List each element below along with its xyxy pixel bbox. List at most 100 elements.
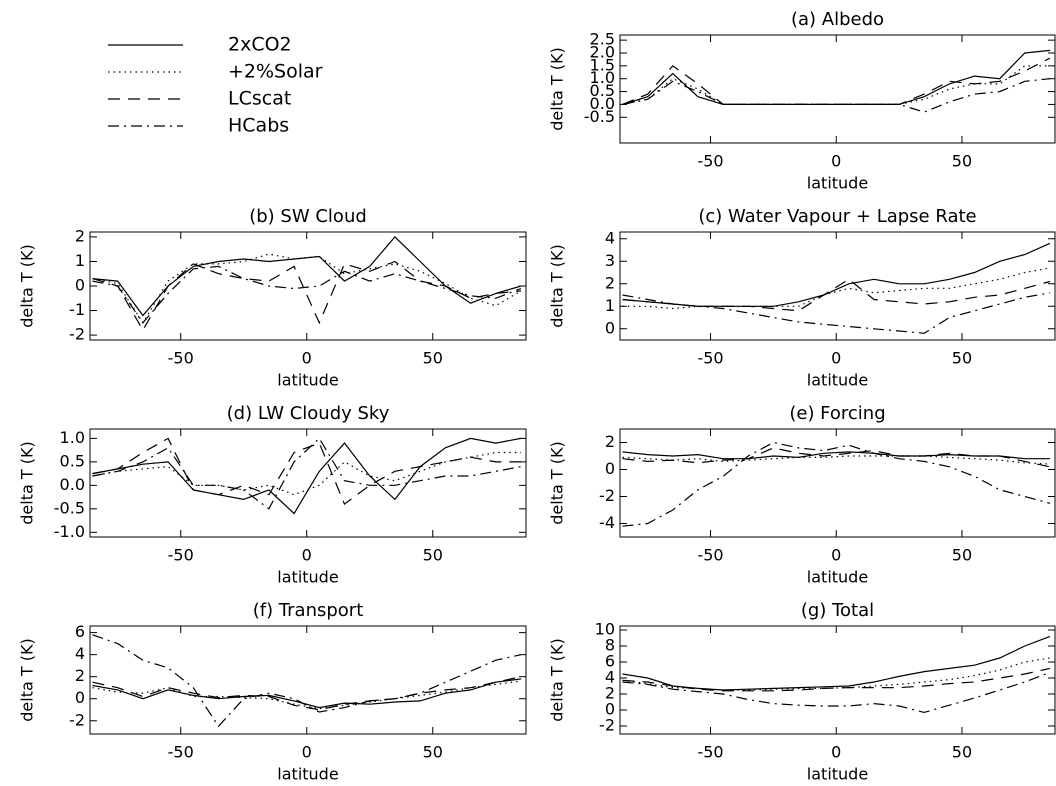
x-axis-label: latitude (277, 765, 338, 784)
data-line (92, 437, 522, 510)
x-tick-label: 0 (302, 743, 312, 762)
x-tick-label: 50 (423, 546, 443, 565)
panel: (f) Transport latitude delta T (K) -50 0 50 -2… (18, 600, 527, 784)
y-tick-label: 6 (75, 622, 85, 641)
y-tick-label: 1.5 (590, 55, 615, 74)
x-tick-label: -50 (697, 152, 723, 171)
y-tick-label: -2 (599, 486, 615, 505)
data-line (622, 447, 1051, 468)
data-line (92, 680, 522, 710)
y-tick-label: 3 (605, 251, 615, 270)
y-tick-label: 2 (605, 432, 615, 451)
data-line (622, 657, 1051, 691)
y-tick-label: 2.0 (590, 43, 615, 62)
x-axis-label: latitude (807, 371, 868, 390)
x-tick-label: 0 (831, 152, 841, 171)
plot-frame (619, 34, 1056, 144)
x-tick-label: -50 (168, 546, 194, 565)
plot-frame (619, 231, 1056, 341)
data-line (92, 437, 521, 506)
y-tick-label: -2 (69, 710, 85, 729)
y-axis-label: delta T (K) (18, 638, 37, 721)
x-axis-label: latitude (277, 371, 338, 390)
data-line (622, 57, 1051, 105)
y-tick-label: 0 (605, 459, 615, 478)
y-tick-label: 1 (75, 251, 85, 270)
y-tick-label: -2 (599, 716, 615, 735)
y-tick-label: 0 (75, 688, 85, 707)
y-tick-label: 0 (605, 318, 615, 337)
y-tick-label: 0.5 (590, 81, 615, 100)
data-line (92, 253, 522, 324)
y-tick-label: -0.5 (54, 498, 85, 517)
y-tick-label: 0.5 (60, 451, 85, 470)
data-line (92, 678, 522, 709)
data-line (622, 667, 1051, 692)
y-tick-label: 0.0 (60, 475, 85, 494)
plot-frame (89, 625, 527, 735)
panel-title: (e) Forcing (789, 403, 885, 424)
y-tick-label: -0.5 (584, 107, 615, 126)
data-line (92, 451, 521, 496)
y-tick-label: 2 (75, 666, 85, 685)
plot-frame (89, 428, 527, 538)
data-line (622, 278, 1051, 312)
panel: (e) Forcing latitude delta T (K) -50 0 50 -4 -2… (548, 403, 1056, 587)
legend-label: HCabs (228, 115, 289, 137)
y-tick-label: 8 (605, 636, 615, 655)
y-axis-label: delta T (K) (548, 441, 567, 524)
x-tick-label: 0 (831, 349, 841, 368)
y-tick-label: 2 (605, 684, 615, 703)
panel-title: (f) Transport (253, 600, 364, 621)
x-tick-label: 0 (302, 349, 312, 368)
panel: (d) LW Cloudy Sky latitude delta T (K) -50 0… (18, 403, 527, 587)
data-line (92, 437, 522, 515)
data-line (622, 451, 1050, 460)
data-line (92, 236, 522, 317)
y-tick-label: 4 (75, 644, 85, 663)
legend-label: LCscat (228, 88, 291, 110)
x-tick-label: -50 (697, 546, 723, 565)
data-line (622, 267, 1051, 310)
panel: (b) SW Cloud latitude delta T (K) -50 0 50 -2 -… (18, 206, 527, 390)
data-line (622, 78, 1051, 113)
y-tick-label: 1.0 (590, 68, 615, 87)
data-line (622, 441, 1051, 527)
y-tick-label: -1 (69, 300, 85, 319)
data-line (622, 635, 1051, 691)
x-tick-label: 0 (831, 743, 841, 762)
y-tick-label: 4 (605, 668, 615, 687)
x-tick-label: 50 (952, 743, 972, 762)
y-tick-label: 2.5 (590, 30, 615, 49)
y-tick-label: 0 (605, 700, 615, 719)
y-axis-label: delta T (K) (18, 244, 37, 327)
x-tick-label: 0 (831, 546, 841, 565)
x-axis-label: latitude (807, 174, 868, 193)
plot-frame (619, 428, 1056, 538)
x-tick-label: -50 (168, 349, 194, 368)
y-tick-label: 10 (595, 620, 615, 639)
panel-title: (c) Water Vapour + Lapse Rate (698, 206, 976, 227)
x-tick-label: 50 (952, 152, 972, 171)
y-axis-label: delta T (K) (548, 638, 567, 721)
data-line (92, 265, 522, 324)
y-tick-label: 1.0 (60, 428, 85, 447)
x-tick-label: 50 (423, 743, 443, 762)
legend-label: 2xCO2 (228, 34, 292, 56)
y-tick-label: 6 (605, 652, 615, 671)
x-axis-label: latitude (277, 568, 338, 587)
y-tick-label: 2 (75, 226, 85, 245)
x-tick-label: -50 (697, 743, 723, 762)
data-line (622, 292, 1051, 334)
y-tick-label: 2 (605, 273, 615, 292)
data-line (622, 49, 1051, 105)
y-tick-label: -2 (69, 325, 85, 344)
y-tick-label: -1.0 (54, 522, 85, 541)
plot-frame (89, 231, 527, 341)
panel: (c) Water Vapour + Lapse Rate latitude del… (548, 206, 1056, 390)
x-tick-label: 50 (952, 349, 972, 368)
panel-title: (d) LW Cloudy Sky (227, 403, 390, 424)
y-tick-label: 0 (75, 276, 85, 295)
